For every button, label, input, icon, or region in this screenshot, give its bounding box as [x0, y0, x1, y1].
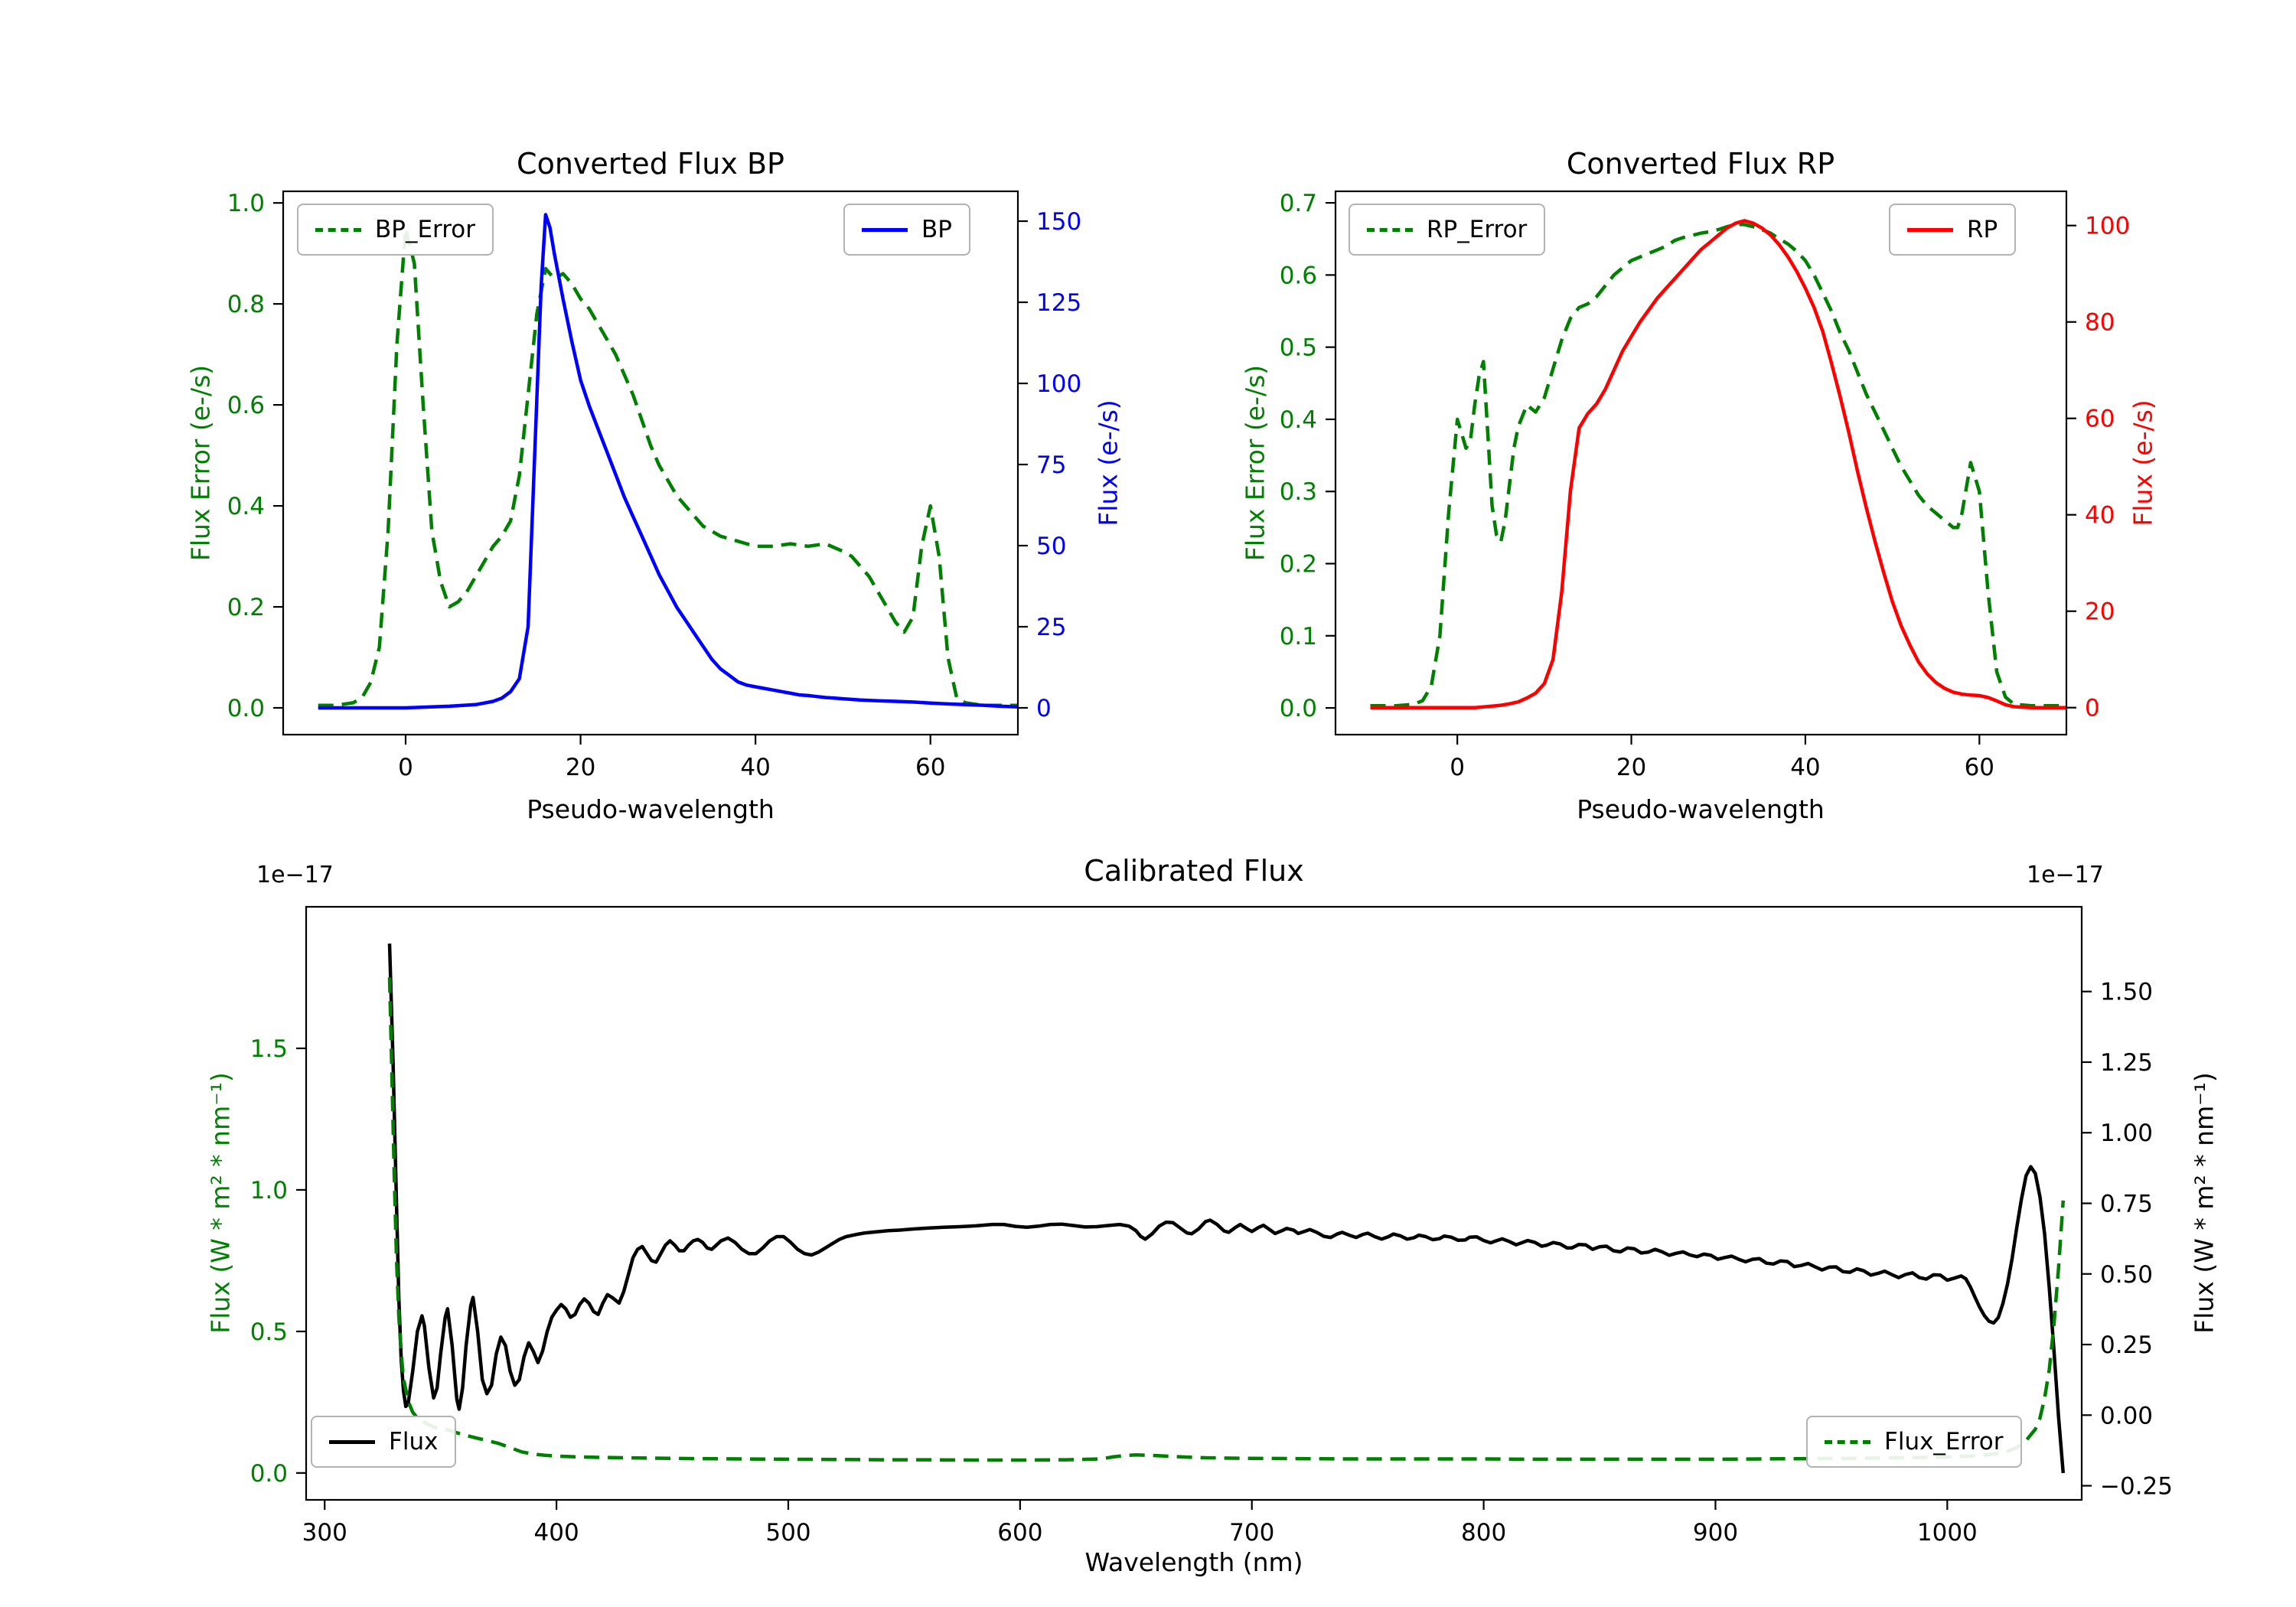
right-tick-label: −0.25	[2100, 1473, 2173, 1501]
axes-frame	[282, 190, 1019, 736]
x-tick-label: 300	[302, 1519, 347, 1547]
right-tick-label: 125	[1036, 289, 1081, 317]
x-tick-label: 400	[534, 1519, 579, 1547]
y-axis-label-bp-right: Flux (e-/s)	[1093, 399, 1124, 526]
left-tick-label: 1.5	[250, 1035, 288, 1063]
x-tick-label: 40	[1790, 754, 1820, 781]
right-tick-label: 100	[1036, 370, 1081, 398]
right-tick-label: 80	[2085, 309, 2115, 337]
y-axis-label-calibrated-left: Flux (W * m² * nm⁻¹)	[205, 1072, 236, 1334]
left-tick-label: 0.4	[1280, 406, 1317, 434]
right-tick-label: 1.25	[2100, 1049, 2153, 1077]
x-tick-label: 700	[1229, 1519, 1274, 1547]
right-tick-label: 40	[2085, 502, 2115, 530]
legend-label: Flux	[389, 1428, 439, 1455]
x-tick-label: 40	[740, 754, 770, 781]
axis-offset-text-right: 1e−17	[2027, 862, 2104, 888]
legend-line-sample-solid-red	[1907, 227, 1953, 232]
chart-title-calibrated: Calibrated Flux	[1084, 854, 1304, 888]
right-tick-label: 0	[1036, 695, 1052, 722]
x-tick-label: 800	[1461, 1519, 1506, 1547]
right-tick-label: 50	[1036, 533, 1066, 560]
legend-flux: Flux	[311, 1416, 457, 1468]
left-tick-label: 0.5	[250, 1319, 288, 1346]
right-tick-label: 0.25	[2100, 1332, 2153, 1359]
legend-line-sample-dashed-green	[1825, 1439, 1870, 1444]
right-tick-label: 0	[2085, 695, 2100, 722]
legend-flux-error: Flux_Error	[1806, 1416, 2022, 1468]
legend-label: BP	[921, 216, 952, 243]
series-bp	[318, 213, 1018, 710]
series-rp	[1370, 219, 2066, 709]
right-tick-label: 20	[2085, 598, 2115, 626]
series-rp_error	[1370, 223, 2066, 708]
x-tick-label: 20	[1616, 754, 1646, 781]
x-tick-label: 60	[915, 754, 945, 781]
left-tick-label: 0.0	[227, 695, 265, 722]
chart-title-rp: Converted Flux RP	[1566, 147, 1835, 181]
right-tick-label: 0.00	[2100, 1402, 2153, 1429]
y-axis-label-bp-left: Flux Error (e-/s)	[185, 364, 216, 562]
left-tick-label: 0.5	[1280, 334, 1317, 362]
axis-offset-text-left: 1e−17	[256, 862, 334, 888]
x-tick-label: 900	[1693, 1519, 1738, 1547]
legend-label: RP	[1967, 216, 1998, 243]
right-tick-label: 25	[1036, 614, 1066, 641]
x-tick-label: 20	[566, 754, 595, 781]
y-axis-label-rp-right: Flux (e-/s)	[2128, 399, 2158, 526]
left-tick-label: 0.6	[1280, 262, 1317, 289]
y-axis-label-rp-left: Flux Error (e-/s)	[1240, 364, 1270, 562]
left-tick-label: 0.2	[1280, 551, 1317, 579]
chart-title-bp: Converted Flux BP	[517, 147, 784, 181]
series-flux_error	[387, 977, 2066, 1462]
x-tick-label: 500	[765, 1519, 810, 1547]
left-tick-label: 0.6	[227, 392, 265, 419]
right-tick-label: 75	[1036, 451, 1066, 479]
right-tick-label: 60	[2085, 406, 2115, 433]
right-tick-label: 1.50	[2100, 979, 2153, 1006]
x-tick-label: 600	[997, 1519, 1042, 1547]
x-axis-label-calibrated: Wavelength (nm)	[1084, 1547, 1303, 1577]
x-tick-label: 0	[398, 754, 413, 781]
left-tick-label: 0.8	[227, 291, 265, 318]
x-tick-label: 60	[1965, 754, 1994, 781]
legend-line-sample-dashed-green	[1367, 227, 1413, 232]
legend-rp: RP	[1889, 204, 2017, 256]
left-tick-label: 0.1	[1280, 623, 1317, 650]
y-axis-label-calibrated-right: Flux (W * m² * nm⁻¹)	[2189, 1072, 2219, 1334]
legend-bp: BP	[843, 204, 970, 256]
legend-line-sample-solid-blue	[862, 227, 908, 232]
legend-label: Flux_Error	[1884, 1428, 2004, 1455]
x-tick-label: 0	[1450, 754, 1465, 781]
x-tick-label: 1000	[1917, 1519, 1978, 1547]
legend-label: RP_Error	[1427, 216, 1528, 243]
legend-label: BP_Error	[375, 216, 476, 243]
left-tick-label: 0.0	[1280, 695, 1317, 722]
axes-frame	[305, 905, 2083, 1501]
legend-rp-error: RP_Error	[1349, 204, 1546, 256]
left-tick-label: 0.0	[250, 1460, 288, 1488]
series-flux	[387, 944, 2066, 1474]
left-tick-label: 0.7	[1280, 190, 1317, 217]
x-axis-label-bp: Pseudo-wavelength	[527, 794, 775, 824]
left-tick-label: 1.0	[250, 1177, 288, 1204]
right-tick-label: 100	[2085, 213, 2130, 240]
legend-line-sample-dashed-green	[315, 227, 361, 232]
left-tick-label: 0.2	[227, 594, 265, 621]
left-tick-label: 0.3	[1280, 478, 1317, 506]
series-bp_error	[318, 226, 1018, 707]
right-tick-label: 1.00	[2100, 1120, 2153, 1147]
right-tick-label: 0.50	[2100, 1261, 2153, 1289]
axes-frame	[1334, 190, 2068, 736]
legend-line-sample-solid-black	[329, 1439, 375, 1444]
left-tick-label: 1.0	[227, 190, 265, 217]
legend-bp-error: BP_Error	[297, 204, 494, 256]
right-tick-label: 0.75	[2100, 1191, 2153, 1218]
x-axis-label-rp: Pseudo-wavelength	[1577, 794, 1825, 824]
left-tick-label: 0.4	[227, 493, 265, 520]
right-tick-label: 150	[1036, 208, 1081, 236]
